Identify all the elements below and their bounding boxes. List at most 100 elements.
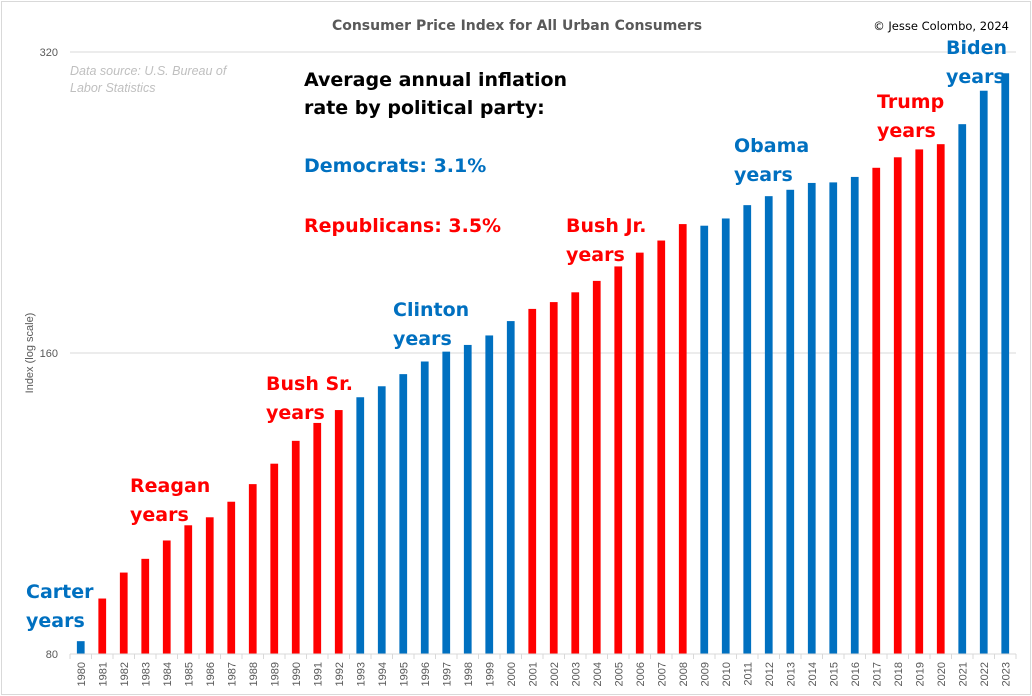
bar-1984	[162, 540, 171, 654]
x-tick-label-1980: 1980	[76, 662, 88, 686]
era-label-obama-line-1: Obama	[734, 135, 809, 157]
bar-2002	[549, 302, 558, 654]
x-tick-label-2011: 2011	[742, 662, 754, 686]
x-tick-label-1993: 1993	[355, 662, 367, 686]
x-tick-label-1992: 1992	[334, 662, 346, 686]
bar-1980	[76, 641, 85, 654]
era-label-bush-sr-line-2: years	[266, 402, 325, 424]
source-note-line-1: Data source: U.S. Bureau of	[70, 64, 228, 78]
bar-2001	[528, 308, 537, 654]
era-label-carter-line-2: years	[26, 610, 85, 632]
x-tick-label-2001: 2001	[527, 662, 539, 686]
x-tick-label-2017: 2017	[871, 662, 883, 686]
era-label-biden-line-1: Biden	[946, 37, 1007, 59]
x-tick-label-2023: 2023	[1000, 662, 1012, 686]
x-tick-label-2006: 2006	[635, 662, 647, 686]
era-label-clinton: Clinton years	[393, 299, 469, 350]
era-label-biden-line-2: years	[946, 66, 1005, 88]
bar-2010	[721, 218, 730, 654]
era-label-trump-line-2: years	[877, 120, 936, 142]
bar-2009	[700, 225, 709, 654]
era-label-reagan: Reagan years	[130, 475, 210, 526]
bar-1981	[98, 598, 107, 654]
era-label-carter: Carter years	[26, 581, 94, 632]
bar-2017	[872, 167, 881, 655]
bar-1996	[420, 361, 429, 654]
x-tick-label-1989: 1989	[269, 662, 281, 686]
republicans-rate: Republicans: 3.5%	[304, 215, 501, 237]
era-label-bush-jr-line-2: years	[566, 244, 625, 266]
bar-1993	[356, 397, 365, 654]
bar-1992	[334, 410, 343, 654]
era-label-obama-line-2: years	[734, 164, 793, 186]
bar-2006	[635, 252, 644, 654]
x-tick-label-2008: 2008	[678, 662, 690, 686]
bar-2016	[850, 176, 859, 655]
bar-1995	[399, 374, 408, 654]
era-label-reagan-line-1: Reagan	[130, 475, 210, 497]
x-tick-label-1994: 1994	[377, 662, 389, 686]
x-tick-label-1983: 1983	[140, 662, 152, 686]
era-label-biden: Biden years	[946, 37, 1007, 88]
y-tick-label: 160	[40, 348, 58, 360]
bar-2022	[979, 90, 988, 655]
bar-2014	[807, 182, 816, 655]
bar-1982	[119, 572, 128, 654]
y-tick-label: 80	[46, 649, 58, 661]
x-tick-label-1982: 1982	[119, 662, 131, 686]
bar-2019	[915, 149, 924, 654]
bar-1983	[141, 558, 150, 654]
bar-1997	[442, 351, 451, 654]
x-tick-label-1998: 1998	[463, 662, 475, 686]
bar-2004	[592, 280, 601, 654]
bar-1994	[377, 386, 386, 654]
x-tick-label-2015: 2015	[828, 662, 840, 686]
bar-1998	[463, 344, 472, 654]
x-tick-label-2012: 2012	[764, 662, 776, 686]
x-tick-label-2013: 2013	[785, 662, 797, 686]
party-summary: Average annual inflation rate by politic…	[304, 69, 567, 237]
x-tick-label-2020: 2020	[936, 662, 948, 686]
democrats-rate: Democrats: 3.1%	[304, 155, 486, 177]
x-tick-label-2007: 2007	[656, 662, 668, 686]
era-label-trump-line-1: Trump	[877, 91, 944, 113]
bar-2012	[764, 196, 773, 654]
bar-2021	[958, 124, 967, 655]
bars	[76, 73, 1010, 655]
x-tick-label-1991: 1991	[312, 662, 324, 686]
x-tick-label-2009: 2009	[699, 662, 711, 686]
x-tick-label-1986: 1986	[205, 662, 217, 686]
x-tick-label-1995: 1995	[398, 662, 410, 686]
era-label-bush-sr-line-1: Bush Sr.	[266, 373, 353, 395]
bar-1999	[485, 335, 494, 654]
x-tick-label-2004: 2004	[592, 662, 604, 686]
bar-1991	[313, 422, 322, 654]
bar-2013	[786, 189, 795, 654]
x-tick-label-2022: 2022	[979, 662, 991, 686]
bar-1987	[227, 501, 236, 654]
x-tick-label-1999: 1999	[484, 662, 496, 686]
x-tick-label-1996: 1996	[420, 662, 432, 686]
x-tick-label-2016: 2016	[850, 662, 862, 686]
y-axis-ticks: 80 160 320	[40, 47, 58, 661]
x-tick-label-2018: 2018	[893, 662, 905, 686]
era-labels: Carter years Reagan years Bush Sr. years Cl…	[26, 37, 1007, 632]
bar-2003	[571, 292, 580, 654]
x-tick-label-2005: 2005	[613, 662, 625, 686]
bar-1990	[291, 440, 300, 654]
bar-1986	[205, 517, 214, 654]
bar-2008	[678, 224, 687, 654]
bar-2000	[506, 321, 515, 654]
x-tick-label-2014: 2014	[807, 662, 819, 686]
x-tick-label-1987: 1987	[226, 662, 238, 686]
x-tick-label-2000: 2000	[506, 662, 518, 686]
era-label-clinton-line-2: years	[393, 328, 452, 350]
bar-2020	[936, 144, 945, 654]
bar-2015	[829, 182, 838, 654]
y-axis-label: Index (log scale)	[24, 313, 36, 394]
x-tick-label-2021: 2021	[957, 662, 969, 686]
x-tick-label-1985: 1985	[183, 662, 195, 686]
bar-1985	[184, 525, 193, 654]
